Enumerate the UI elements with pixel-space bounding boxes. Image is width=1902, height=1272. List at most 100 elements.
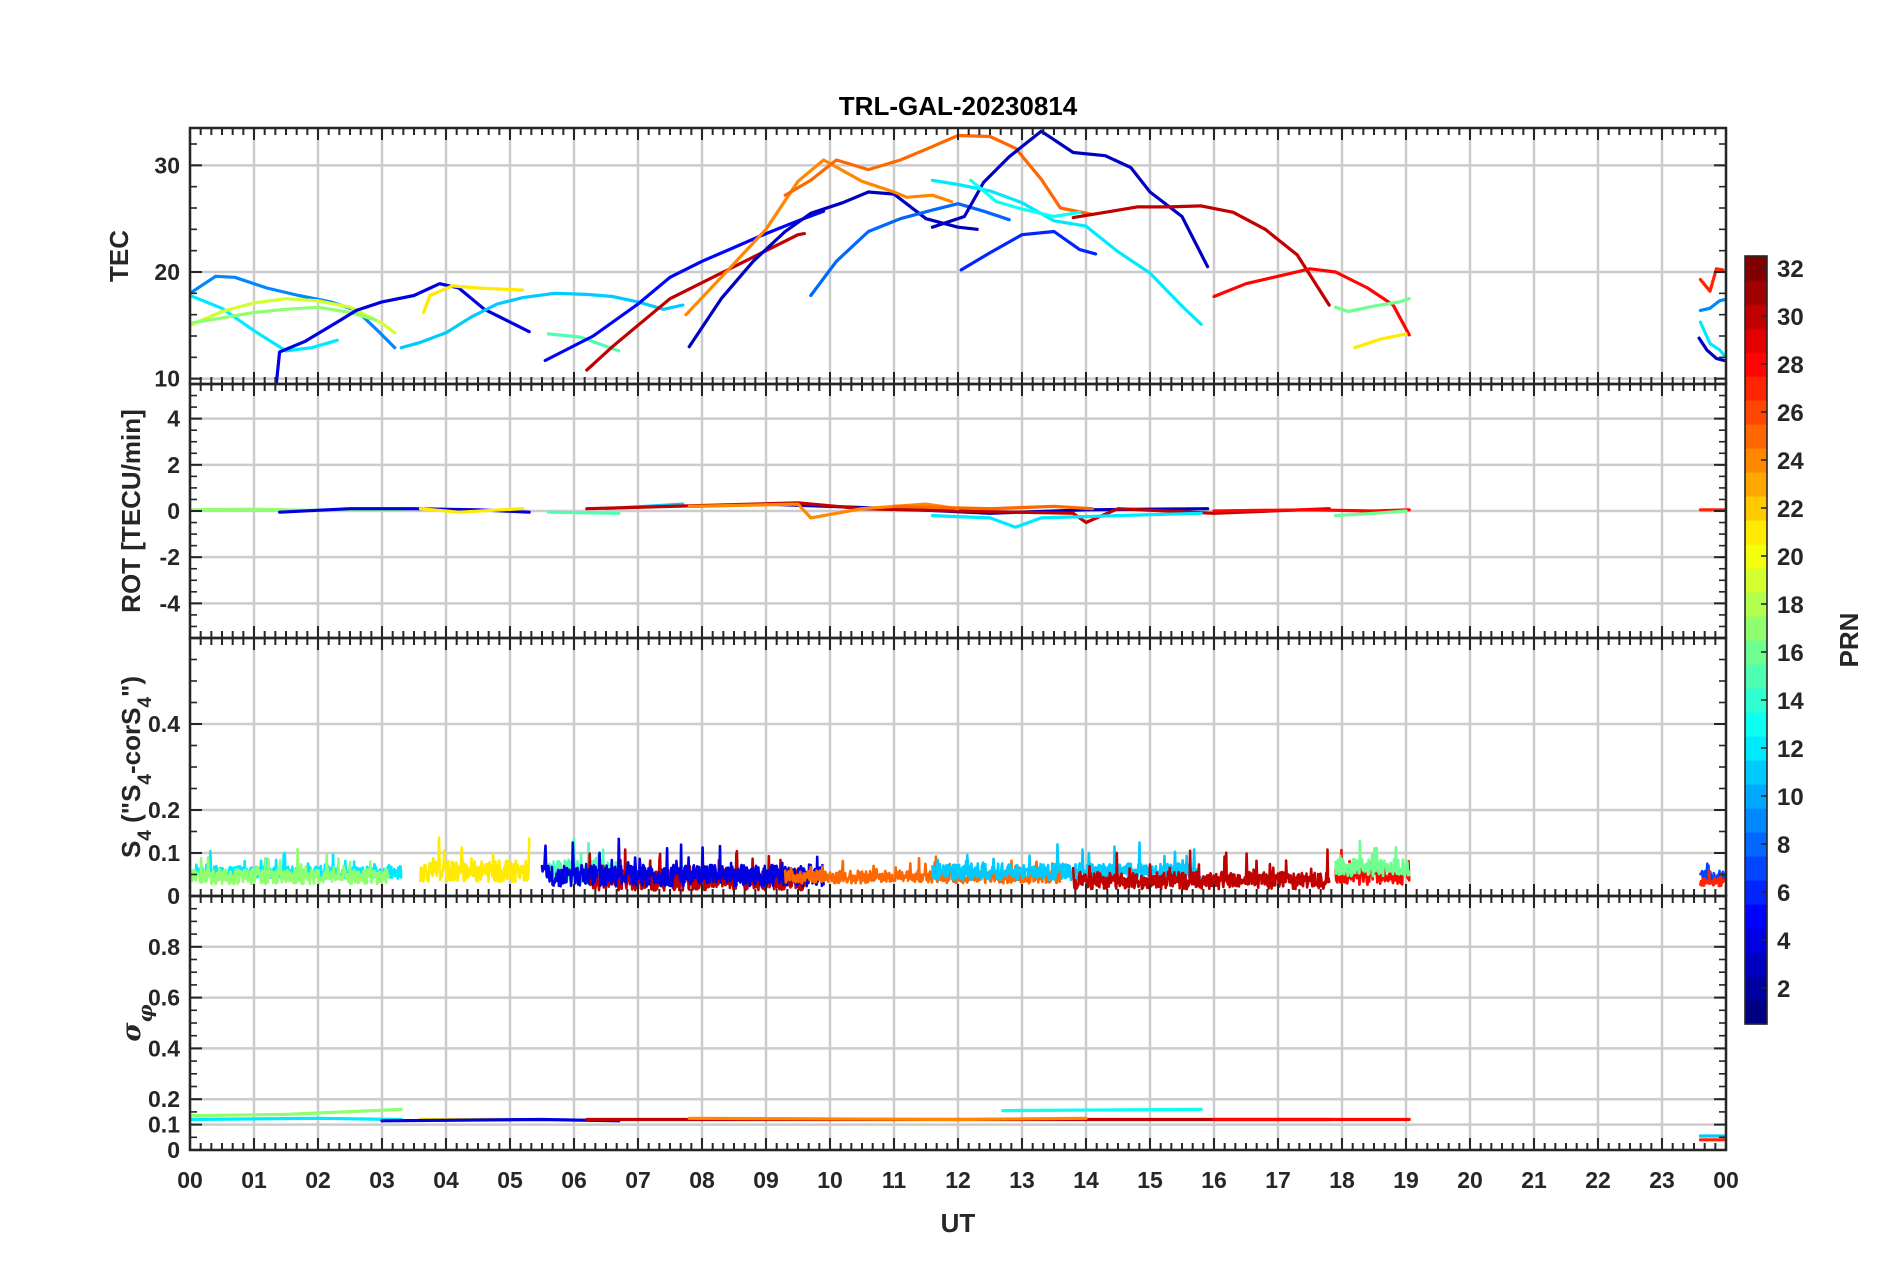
colorbar-tick-label: 4: [1777, 928, 1791, 955]
series-line-prn-4: [274, 282, 531, 384]
colorbar-segment: [1745, 880, 1767, 905]
colorbar-tick-label: 2: [1777, 976, 1790, 1003]
y-tick-label: 0.4: [148, 1035, 180, 1061]
x-tick-label: 05: [497, 1167, 523, 1193]
x-tick-label: 21: [1521, 1167, 1547, 1193]
colorbar-tick-label: 24: [1777, 448, 1804, 475]
series-line-prn-27: [1698, 267, 1725, 293]
series-line-prn-17: [190, 1107, 403, 1118]
colorbar-frame: [1744, 255, 1768, 1025]
colorbar-tick-label: 12: [1777, 736, 1804, 763]
series-line-prn-6: [959, 229, 1098, 272]
colorbar-segment: [1745, 496, 1767, 521]
series-line-prn-3: [1697, 336, 1726, 363]
x-tick-label: 09: [753, 1167, 779, 1193]
x-tick-label: 04: [433, 1167, 459, 1193]
series-line-prn-12: [190, 1116, 403, 1122]
x-tick-label: 06: [561, 1167, 587, 1193]
series-line-prn-11: [931, 841, 1203, 882]
colorbar-segment: [1745, 376, 1767, 401]
colorbar-segment: [1745, 304, 1767, 329]
x-tick-label: 17: [1265, 1167, 1291, 1193]
series-line-prn-30: [1071, 848, 1331, 891]
colorbar-segment: [1745, 448, 1767, 473]
series-line-prn-4: [380, 1117, 621, 1123]
colorbar-segment: [1745, 808, 1767, 833]
y-tick-label: 30: [154, 152, 180, 178]
y-tick-label: -2: [160, 544, 180, 570]
x-tick-label: 00: [1713, 1167, 1739, 1193]
x-tick-label: 20: [1457, 1167, 1483, 1193]
x-tick-label: 10: [817, 1167, 843, 1193]
chart-title: TRL-GAL-20230814: [839, 91, 1078, 121]
series-line-prn-12: [930, 178, 1203, 326]
x-tick-label: 18: [1329, 1167, 1355, 1193]
panel-3-series: [190, 836, 1726, 892]
colorbar-tick-label: 8: [1777, 832, 1790, 859]
y-tick-label: 0: [167, 1137, 180, 1163]
colorbar-segment: [1745, 616, 1767, 641]
x-tick-label: 02: [305, 1167, 331, 1193]
series-line-prn-12: [1698, 320, 1726, 357]
panel-1: 10 20 30 TEC: [104, 126, 1728, 392]
colorbar-tick-label: 26: [1777, 400, 1804, 427]
series-line-prn-27: [1699, 869, 1726, 888]
colorbar-segment: [1745, 664, 1767, 689]
colorbar-segment: [1745, 928, 1767, 953]
series-line-prn-15: [546, 510, 621, 515]
colorbar-label: PRN: [1834, 613, 1864, 668]
y-tick-label: 0.6: [148, 985, 180, 1011]
series-line-prn-17: [190, 847, 390, 886]
colorbar-tick-label: 18: [1777, 592, 1804, 619]
colorbar-tick-label: 20: [1777, 544, 1804, 571]
colorbar-segment: [1745, 904, 1767, 929]
panel-2: -4 -2 0 2 4 ROT [TECU/min]: [116, 382, 1728, 640]
colorbar-tick-label: 22: [1777, 496, 1804, 523]
y-tick-label: -4: [160, 590, 181, 616]
x-tick-label: 00: [177, 1167, 203, 1193]
colorbar-segment: [1745, 352, 1767, 377]
colorbar-segment: [1745, 760, 1767, 785]
y-tick-label: 0.4: [148, 711, 180, 737]
series-line-prn-13: [1001, 1107, 1203, 1113]
y-axis-label: σφ: [117, 1004, 157, 1041]
series-line-prn-5: [543, 209, 826, 363]
colorbar-segment: [1745, 976, 1767, 1001]
y-tick-label: 10: [154, 366, 180, 392]
series-line-prn-30: [1071, 204, 1331, 307]
x-tick-label: 01: [241, 1167, 267, 1193]
x-tick-label: 07: [625, 1167, 651, 1193]
series-line-prn-30: [585, 232, 806, 372]
x-tick-labels: 00 01 02 03 04 05 06 07 08 09 10 11 12 13 14 15 16 17 18 19…: [177, 1167, 1739, 1193]
panel-2-series: [190, 501, 1726, 529]
x-tick-label: 22: [1585, 1167, 1611, 1193]
series-line-prn-9: [190, 274, 397, 350]
series-line-prn-21: [418, 507, 525, 514]
colorbar-segment: [1745, 568, 1767, 593]
colorbar-segment: [1745, 520, 1767, 545]
colorbar-segment: [1745, 712, 1767, 737]
colorbar-segment: [1745, 952, 1767, 977]
series-line-prn-8: [809, 202, 1011, 298]
colorbar-segment: [1745, 640, 1767, 665]
colorbar-segment: [1745, 1000, 1767, 1025]
series-line-prn-9: [1698, 298, 1726, 312]
series-line-prn-16: [1334, 297, 1411, 314]
y-tick-label: 4: [167, 406, 180, 432]
x-tick-label: 14: [1073, 1167, 1099, 1193]
colorbar-tick-label: 16: [1777, 640, 1804, 667]
y-axis-label: TEC: [104, 230, 134, 282]
series-line-prn-21: [419, 836, 531, 884]
colorbar-segment: [1745, 256, 1767, 281]
x-tick-label: 16: [1201, 1167, 1227, 1193]
colorbar-segment: [1745, 592, 1767, 617]
series-line-prn-4: [540, 837, 825, 888]
x-tick-label: 11: [882, 1167, 907, 1193]
y-tick-label: 2: [167, 452, 180, 478]
series-line-prn-13: [969, 178, 1082, 219]
series-line-prn-25: [892, 504, 1094, 511]
colorbar-tick-label: 14: [1777, 688, 1804, 715]
